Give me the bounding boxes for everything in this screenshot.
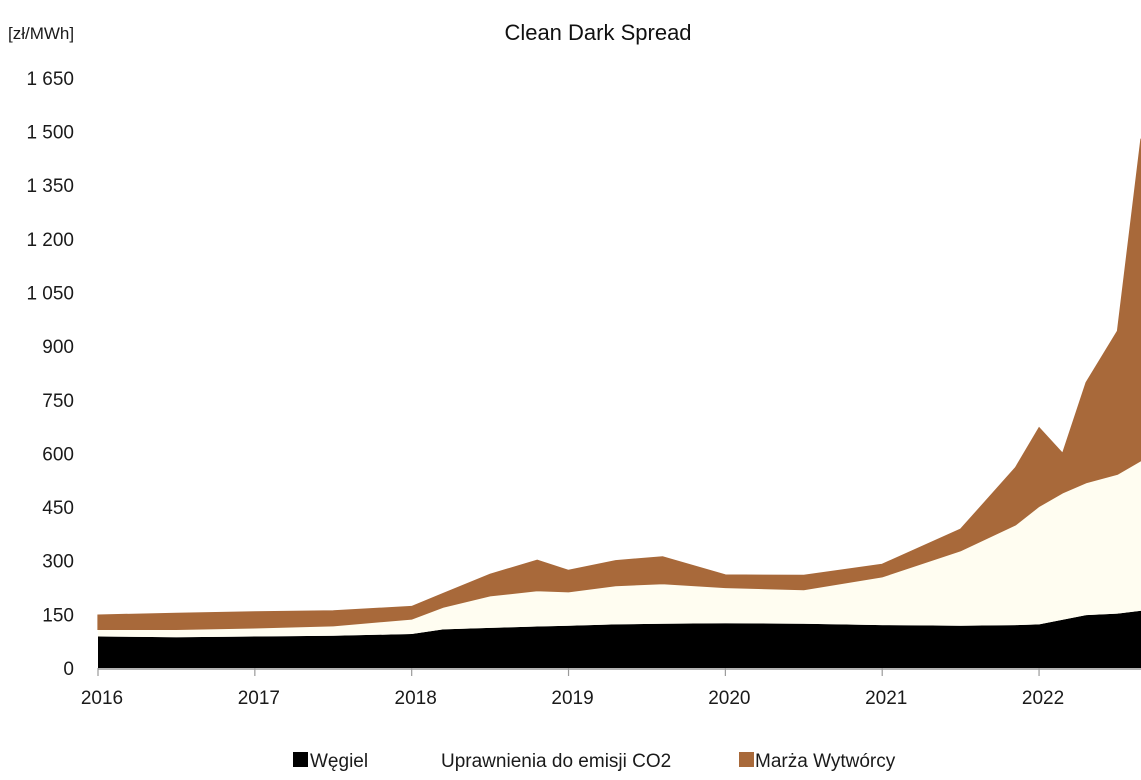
y-tick-label: 1 200 xyxy=(26,230,74,251)
area-series-group xyxy=(97,138,1141,668)
legend-label: Uprawnienia do emisji CO2 xyxy=(441,751,671,772)
y-tick-label: 0 xyxy=(63,659,74,680)
x-axis-ticks: 2016 2017 2018 2019 2020 2021 2022 xyxy=(81,668,1064,709)
y-tick-label: 300 xyxy=(42,552,74,573)
y-tick-label: 1 650 xyxy=(26,69,74,90)
legend-swatch xyxy=(739,752,754,767)
y-tick-label: 600 xyxy=(42,444,74,465)
y-tick-label: 1 500 xyxy=(26,123,74,144)
x-tick-label: 2021 xyxy=(865,688,907,709)
legend-label: Węgiel xyxy=(310,751,368,772)
y-tick-label: 1 350 xyxy=(26,176,74,197)
legend-label: Marża Wytwórcy xyxy=(755,751,896,772)
x-tick-label: 2020 xyxy=(708,688,750,709)
y-tick-label: 900 xyxy=(42,337,74,358)
area-wegiel xyxy=(98,610,1141,668)
area-uprawnienia-do-emisji-co2 xyxy=(98,460,1141,638)
x-tick-label: 2016 xyxy=(81,688,123,709)
chart-title: Clean Dark Spread xyxy=(504,20,691,45)
y-tick-label: 1 050 xyxy=(26,283,74,304)
legend: Węgiel Uprawnienia do emisji CO2 Marża Wyt… xyxy=(293,751,896,772)
y-tick-label: 450 xyxy=(42,498,74,519)
x-tick-label: 2022 xyxy=(1022,688,1064,709)
y-tick-label: 750 xyxy=(42,391,74,412)
y-tick-label: 150 xyxy=(42,605,74,626)
area-marza-wytworcy xyxy=(97,138,1141,630)
x-tick-label: 2017 xyxy=(238,688,280,709)
y-axis-unit-label: [zł/MWh] xyxy=(8,24,74,43)
x-tick-label: 2019 xyxy=(551,688,593,709)
y-axis-ticks: 0 150 300 450 600 750 900 1 050 1 200 1 350 1 500 1… xyxy=(26,69,74,680)
x-tick-label: 2018 xyxy=(395,688,437,709)
legend-swatch xyxy=(293,752,308,767)
